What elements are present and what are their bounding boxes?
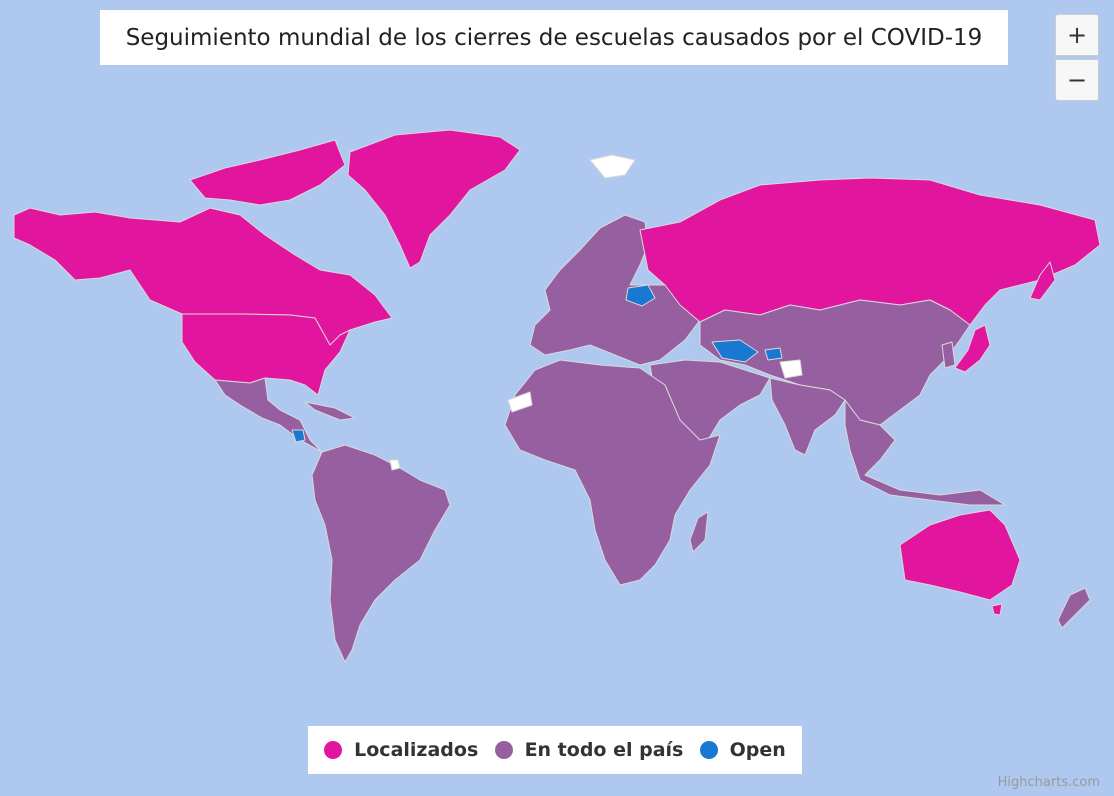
legend: Localizados En todo el país Open	[308, 726, 802, 774]
region-french-guiana[interactable]	[389, 459, 401, 471]
legend-item-nacional[interactable]: En todo el país	[494, 739, 684, 761]
region-svalbard[interactable]	[589, 154, 636, 179]
credits-link[interactable]: Highcharts.com	[997, 775, 1100, 790]
legend-label: Open	[729, 739, 786, 761]
map-title: Seguimiento mundial de los cierres de es…	[100, 10, 1008, 65]
region-canada[interactable]	[13, 207, 393, 346]
region-belarus[interactable]	[625, 284, 656, 307]
region-korea[interactable]	[941, 341, 956, 369]
region-turkmenistan[interactable]	[711, 339, 759, 363]
region-southeast-asia[interactable]	[844, 399, 1006, 506]
legend-label: Localizados	[354, 739, 479, 761]
region-tajikistan[interactable]	[764, 347, 783, 361]
legend-label: En todo el país	[524, 739, 684, 761]
region-caribbean[interactable]	[304, 401, 356, 421]
legend-item-localizados[interactable]: Localizados	[324, 739, 478, 761]
region-japan[interactable]	[954, 324, 991, 373]
region-usa[interactable]	[181, 313, 351, 396]
region-western-sahara[interactable]	[507, 391, 533, 413]
region-south-america[interactable]	[311, 444, 451, 663]
region-australia[interactable]	[899, 509, 1021, 601]
region-arctic-islands[interactable]	[189, 139, 346, 206]
legend-item-open[interactable]: Open	[699, 739, 786, 761]
zoom-in-button[interactable]: +	[1055, 14, 1099, 56]
region-india[interactable]	[769, 377, 846, 456]
region-madagascar[interactable]	[689, 511, 709, 553]
region-kamchatka[interactable]	[1029, 261, 1056, 301]
region-greenland[interactable]	[347, 129, 521, 269]
zoom-out-button[interactable]: −	[1055, 59, 1099, 101]
region-africa[interactable]	[504, 359, 721, 586]
region-tasmania[interactable]	[991, 603, 1003, 616]
legend-dot-open	[699, 741, 718, 759]
region-nicaragua[interactable]	[291, 429, 306, 443]
region-new-zealand[interactable]	[1057, 587, 1091, 629]
region-kashmir[interactable]	[779, 359, 803, 379]
region-asia[interactable]	[699, 299, 971, 426]
legend-dot-nacional	[494, 741, 513, 759]
legend-dot-localizados	[324, 741, 343, 759]
